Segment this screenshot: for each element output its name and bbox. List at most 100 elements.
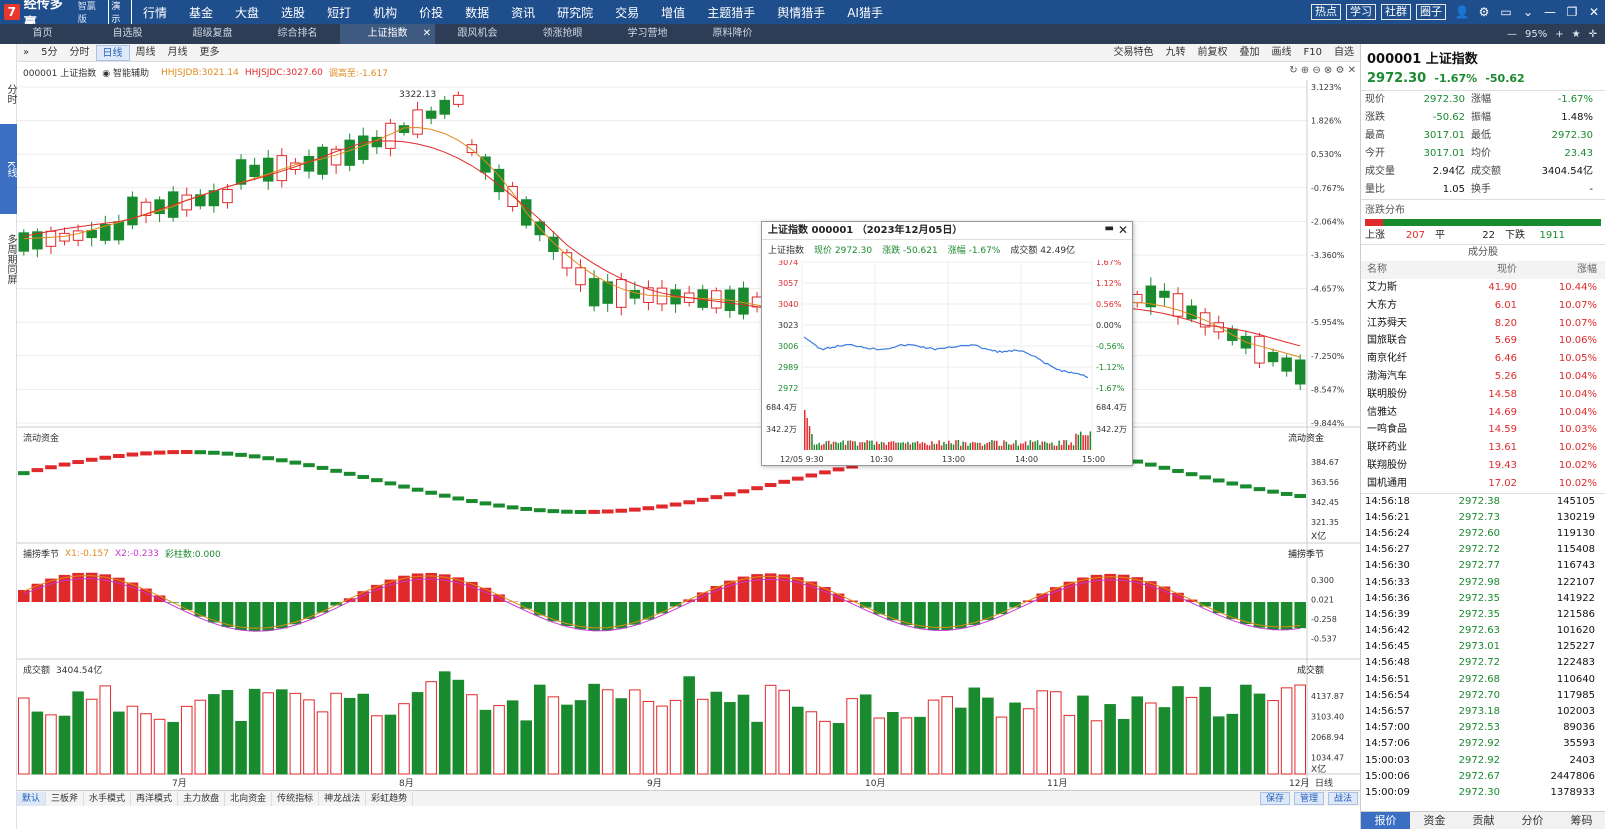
quote-tab[interactable]: 筹码 xyxy=(1557,812,1605,829)
user-icon[interactable]: 👤 xyxy=(1451,5,1473,19)
indicator-tab[interactable]: 主力放盘 xyxy=(178,792,225,806)
bottom-action-button[interactable]: 战法 xyxy=(1328,792,1358,805)
title-button[interactable]: 社群 xyxy=(1381,4,1411,20)
menu-item[interactable]: 资讯 xyxy=(500,4,546,21)
vtab-kline[interactable]: K线 xyxy=(0,124,17,214)
volume-bar xyxy=(127,706,138,774)
menu-item[interactable]: 数据 xyxy=(454,4,500,21)
menu-item[interactable]: 增值 xyxy=(650,4,696,21)
tab[interactable]: 跟风机会 xyxy=(435,24,520,44)
toolbar-button[interactable]: 画线 xyxy=(1266,45,1298,61)
chart-area[interactable]: 3.123%1.826%0.530%-0.767%-2.064%-3.360%-… xyxy=(17,62,1360,789)
period-button[interactable]: 日线 xyxy=(96,45,130,61)
tab-close-icon[interactable]: ✕ xyxy=(423,24,431,44)
period-button[interactable]: 5分 xyxy=(35,45,63,61)
comp-head-change[interactable]: 涨幅 xyxy=(1517,261,1597,279)
minimize-icon[interactable]: — xyxy=(1539,5,1561,19)
chevron-down-icon[interactable]: ⌄ xyxy=(1517,5,1539,19)
component-price: 8.20 xyxy=(1447,315,1517,333)
indicator-tab[interactable]: 北向资金 xyxy=(225,792,272,806)
indicator-tab[interactable]: 三板斧 xyxy=(46,792,84,806)
toolbar-button[interactable]: 九转 xyxy=(1160,45,1192,61)
tab[interactable]: 领涨抢眼 xyxy=(520,24,605,44)
toolbar-button[interactable]: 前复权 xyxy=(1192,45,1234,61)
toolbar-button[interactable]: 叠加 xyxy=(1234,45,1266,61)
indicator-tab[interactable]: 传统指标 xyxy=(272,792,319,806)
menu-item[interactable]: 行情 xyxy=(132,4,178,21)
close-icon[interactable]: ✕ xyxy=(1583,5,1605,19)
menu-item[interactable]: 研究院 xyxy=(546,4,604,21)
restore-icon[interactable]: ❐ xyxy=(1561,5,1583,19)
indicator-tab[interactable]: 再洋模式 xyxy=(131,792,178,806)
popup-close-icon[interactable]: ✕ xyxy=(1118,223,1128,237)
kline-chart[interactable]: 3.123%1.826%0.530%-0.767%-2.064%-3.360%-… xyxy=(17,62,1360,789)
zoom-out-icon[interactable]: — xyxy=(1507,29,1517,40)
indicator-tab[interactable]: 彩虹趋势 xyxy=(366,792,413,806)
assist-toggle[interactable]: ◉ 智能辅助 xyxy=(102,66,155,79)
panel-controls[interactable]: ↻ ⊕ ⊖ ⊗ ⚙ ✕ xyxy=(1289,65,1356,76)
period-button[interactable]: 更多 xyxy=(194,45,226,61)
menu-item[interactable]: 交易 xyxy=(604,4,650,21)
menu-item[interactable]: 价投 xyxy=(408,4,454,21)
quote-tab[interactable]: 报价 xyxy=(1361,812,1410,829)
tab[interactable]: 首页 xyxy=(0,24,85,44)
period-button[interactable]: 周线 xyxy=(130,45,162,61)
quote-tab[interactable]: 资金 xyxy=(1410,812,1459,829)
comp-head-price[interactable]: 现价 xyxy=(1447,261,1517,279)
pin-icon[interactable]: ✛ xyxy=(1589,29,1597,40)
tab[interactable]: 超级复盘 xyxy=(170,24,255,44)
menu-item[interactable]: 机构 xyxy=(362,4,408,21)
window-icon[interactable]: ▭ xyxy=(1495,5,1517,19)
period-button[interactable]: 月线 xyxy=(162,45,194,61)
menu-item[interactable]: 选股 xyxy=(270,4,316,21)
star-icon[interactable]: ★ xyxy=(1572,29,1581,40)
menu-item[interactable]: AI猎手 xyxy=(836,4,894,21)
intraday-popup[interactable]: 上证指数 000001 （2023年12月05日） ▬ ✕ 上证指数现价 297… xyxy=(761,221,1133,466)
menu-item[interactable]: 短打 xyxy=(316,4,362,21)
tab[interactable]: 综合排名 xyxy=(255,24,340,44)
bottom-action-button[interactable]: 保存 xyxy=(1260,792,1290,805)
title-button[interactable]: 热点 xyxy=(1311,4,1341,20)
flow-step xyxy=(683,500,695,504)
toolbar-button[interactable]: 自选 xyxy=(1328,45,1360,61)
collapse-icon[interactable]: » xyxy=(17,45,35,61)
vtab-fenshi[interactable]: 分时 xyxy=(0,64,17,124)
title-button[interactable]: 学习 xyxy=(1346,4,1376,20)
period-button[interactable]: 分时 xyxy=(64,45,96,61)
tab[interactable]: 原料降价 xyxy=(690,24,775,44)
tab[interactable]: 上证指数✕ xyxy=(340,24,435,44)
popup-minimize-icon[interactable]: ▬ xyxy=(1105,223,1114,234)
indicator-tab[interactable]: 默认 xyxy=(17,792,46,806)
bottom-action-button[interactable]: 管理 xyxy=(1294,792,1324,805)
quote-tab[interactable]: 贡献 xyxy=(1459,812,1508,829)
gear-icon[interactable]: ⚙ xyxy=(1473,5,1495,19)
tab[interactable]: 学习营地 xyxy=(605,24,690,44)
menu-item[interactable]: 基金 xyxy=(178,4,224,21)
tab[interactable]: 自选股 xyxy=(85,24,170,44)
popup-volume-bar xyxy=(1061,445,1063,450)
zoom-in-icon[interactable]: + xyxy=(1555,29,1563,40)
quote-tab[interactable]: 分价 xyxy=(1508,812,1557,829)
menu-item[interactable]: 主题猎手 xyxy=(696,4,766,21)
comp-head-name[interactable]: 名称 xyxy=(1367,261,1447,279)
menu-item[interactable]: 舆情猎手 xyxy=(766,4,836,21)
indicator-tab[interactable]: 水手模式 xyxy=(84,792,131,806)
vtab-multi[interactable]: 多周期同屏 xyxy=(0,214,17,304)
toolbar-button[interactable]: 交易特色 xyxy=(1108,45,1160,61)
indicator-tab[interactable]: 神龙战法 xyxy=(319,792,366,806)
toolbar-button[interactable]: F10 xyxy=(1298,45,1328,61)
menu-item[interactable]: 大盘 xyxy=(224,4,270,21)
title-button[interactable]: 圈子 xyxy=(1416,4,1446,20)
